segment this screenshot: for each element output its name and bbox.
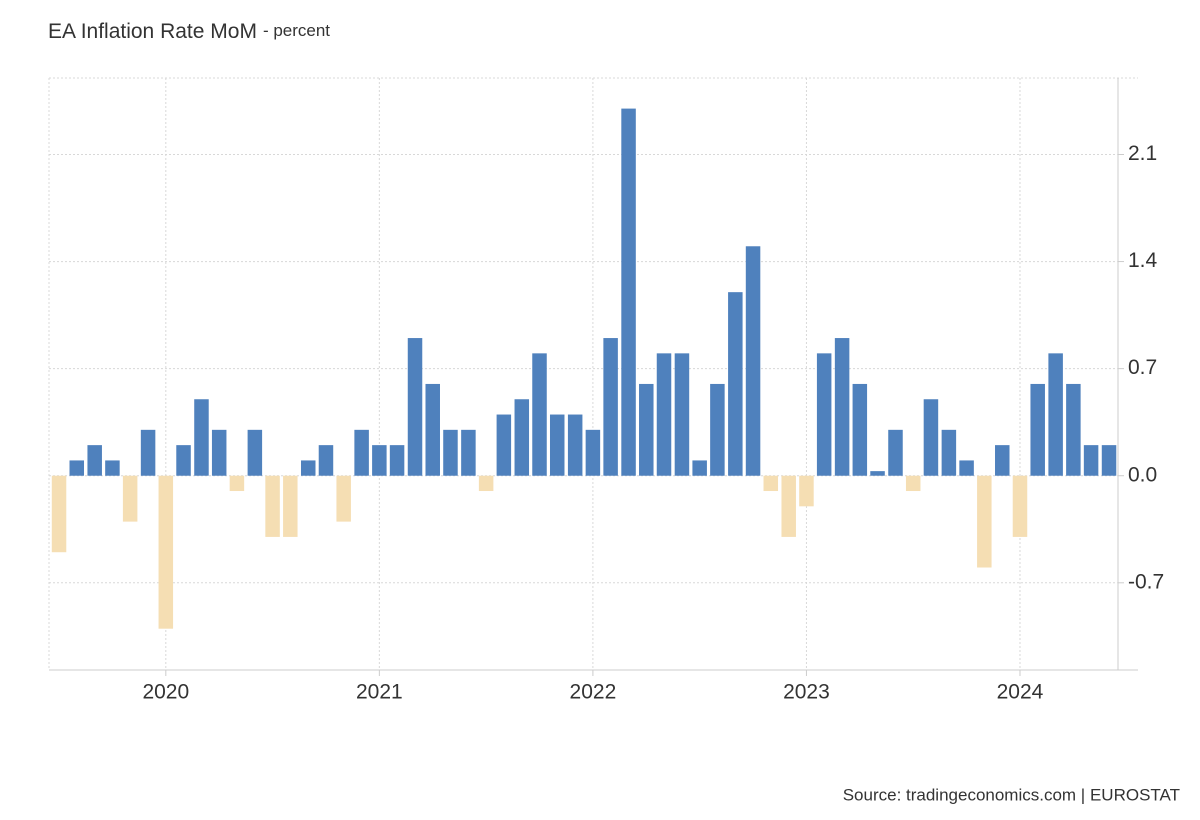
bar xyxy=(140,429,156,476)
bar xyxy=(194,399,209,476)
bar xyxy=(728,292,743,476)
y-tick-label: 0.7 xyxy=(1128,356,1157,379)
bar xyxy=(674,353,690,476)
bar xyxy=(834,338,850,476)
bar xyxy=(781,475,796,537)
bar xyxy=(336,475,351,522)
bar xyxy=(176,445,191,476)
bar xyxy=(1101,445,1117,476)
x-tick-label: 2021 xyxy=(356,681,403,704)
bar xyxy=(816,353,832,476)
bar xyxy=(959,460,974,476)
bar xyxy=(639,383,654,476)
bar xyxy=(852,383,868,476)
bar xyxy=(905,475,921,492)
bar xyxy=(532,353,547,476)
bar xyxy=(443,429,458,476)
bar xyxy=(105,460,120,476)
x-tick-label: 2023 xyxy=(783,681,830,704)
bar xyxy=(1030,383,1045,476)
bar xyxy=(977,475,992,568)
y-tick-label: 2.1 xyxy=(1128,142,1157,165)
bar xyxy=(995,445,1010,476)
bar xyxy=(478,475,494,492)
bar xyxy=(745,246,761,476)
bar xyxy=(461,429,476,476)
bar xyxy=(283,475,298,537)
bar xyxy=(1066,383,1081,476)
bar xyxy=(425,383,440,476)
bar xyxy=(1048,353,1063,476)
bar xyxy=(514,399,530,476)
bar xyxy=(710,383,725,476)
bar xyxy=(941,429,957,476)
bar xyxy=(158,475,174,629)
bar xyxy=(389,445,405,476)
y-tick-label: 0.0 xyxy=(1128,463,1157,486)
x-tick-label: 2024 xyxy=(997,681,1044,704)
bar xyxy=(87,445,102,476)
bar xyxy=(407,338,423,476)
bar xyxy=(69,460,85,476)
bar xyxy=(923,399,939,476)
bar xyxy=(888,429,903,476)
source: Source: tradingeconomics.com | EUROSTAT xyxy=(843,785,1180,804)
bar xyxy=(372,445,387,476)
x-tick-label: 2022 xyxy=(570,681,617,704)
y-tick-label: 1.4 xyxy=(1128,249,1158,272)
bar xyxy=(692,460,707,476)
title: EA Inflation Rate MoM xyxy=(48,20,257,43)
bar xyxy=(354,429,369,476)
bar xyxy=(870,471,885,476)
bar xyxy=(496,414,512,476)
bar xyxy=(211,429,227,476)
bar xyxy=(318,445,334,476)
bar xyxy=(265,475,280,537)
bar xyxy=(763,475,779,492)
bar xyxy=(656,353,672,476)
x-tick-label: 2020 xyxy=(142,681,189,704)
bar xyxy=(799,475,814,507)
bar xyxy=(1083,445,1099,476)
bar xyxy=(122,475,138,522)
bar xyxy=(621,108,636,476)
y-tick-label: -0.7 xyxy=(1128,570,1164,593)
bar xyxy=(549,414,565,476)
bar xyxy=(247,429,263,476)
bar xyxy=(229,475,245,492)
bar xyxy=(603,338,618,476)
subtitle: - percent xyxy=(263,21,330,40)
bar xyxy=(300,460,316,476)
bar xyxy=(567,414,583,476)
bar xyxy=(51,475,67,553)
bar xyxy=(585,429,601,476)
chart-title: EA Inflation Rate MoM - percent xyxy=(48,20,330,43)
bar xyxy=(1012,475,1028,537)
